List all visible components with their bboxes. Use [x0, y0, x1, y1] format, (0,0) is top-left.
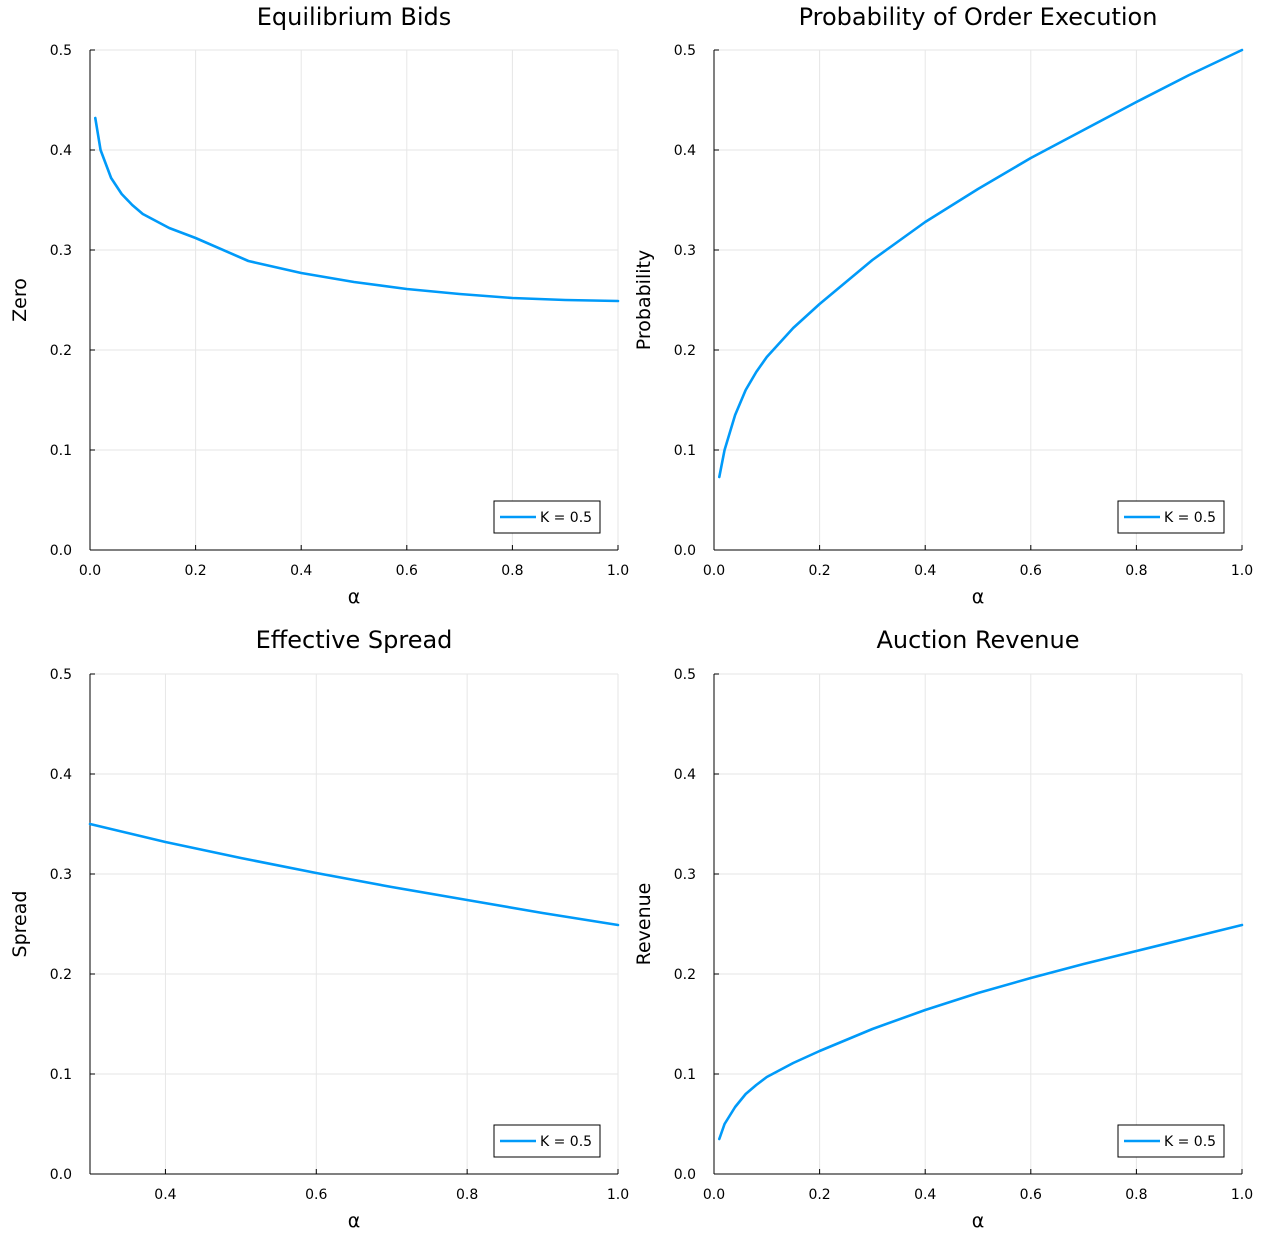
y-tick-label: 0.3 — [674, 867, 696, 883]
x-axis-label: α — [348, 586, 361, 608]
y-tick-label: 0.2 — [50, 967, 72, 983]
y-tick-label: 0.4 — [674, 143, 696, 159]
y-tick-label: 0.3 — [50, 867, 72, 883]
x-tick-label: 0.4 — [154, 1187, 176, 1203]
y-tick-label: 0.2 — [674, 967, 696, 983]
chart-title: Equilibrium Bids — [257, 3, 451, 31]
y-tick-label: 0.1 — [50, 443, 72, 459]
x-tick-label: 0.0 — [703, 1187, 725, 1203]
y-tick-label: 0.4 — [50, 143, 72, 159]
y-tick-label: 0.5 — [50, 43, 72, 59]
legend: K = 0.5 — [1117, 500, 1225, 534]
x-axis-label: α — [972, 1210, 985, 1232]
y-axis-label: Revenue — [633, 883, 655, 966]
x-tick-label: 1.0 — [1231, 1187, 1253, 1203]
legend-label: K = 0.5 — [540, 1134, 592, 1150]
y-tick-label: 0.4 — [50, 767, 72, 783]
y-tick-label: 0.5 — [50, 667, 72, 683]
x-tick-label: 0.2 — [184, 563, 206, 579]
legend: K = 0.5 — [493, 500, 601, 534]
legend: K = 0.5 — [493, 1124, 601, 1158]
panel-probability-of-order-execution: Probability of Order Execution α Probabi… — [633, 3, 1253, 608]
x-tick-label: 1.0 — [607, 1187, 629, 1203]
x-tick-label: 0.8 — [1125, 1187, 1147, 1203]
x-tick-label: 0.6 — [305, 1187, 327, 1203]
x-axis-label: α — [972, 586, 985, 608]
y-tick-label: 0.2 — [50, 343, 72, 359]
y-tick-label: 0.0 — [50, 1167, 72, 1183]
x-tick-label: 0.2 — [808, 563, 830, 579]
series-line — [717, 923, 1244, 1141]
x-tick-label: 0.8 — [456, 1187, 478, 1203]
y-tick-label: 0.1 — [674, 1067, 696, 1083]
x-tick-label: 0.8 — [1125, 563, 1147, 579]
x-tick-label: 0.0 — [79, 563, 101, 579]
x-tick-label: 0.6 — [1020, 1187, 1042, 1203]
y-tick-label: 0.2 — [674, 343, 696, 359]
y-tick-label: 0.3 — [674, 243, 696, 259]
series-line — [717, 48, 1244, 479]
x-tick-label: 1.0 — [1231, 563, 1253, 579]
y-tick-label: 0.1 — [674, 443, 696, 459]
y-tick-label: 0.5 — [674, 43, 696, 59]
series-line — [93, 116, 620, 303]
x-tick-label: 0.2 — [808, 1187, 830, 1203]
x-axis-label: α — [348, 1210, 361, 1232]
y-tick-label: 0.1 — [50, 1067, 72, 1083]
chart-title: Effective Spread — [256, 626, 453, 654]
legend-label: K = 0.5 — [1164, 1134, 1216, 1150]
y-axis-label: Zero — [9, 278, 31, 322]
x-tick-label: 0.8 — [501, 563, 523, 579]
legend-label: K = 0.5 — [540, 510, 592, 526]
y-tick-label: 0.0 — [674, 1167, 696, 1183]
x-tick-label: 0.4 — [914, 1187, 936, 1203]
x-tick-label: 1.0 — [607, 563, 629, 579]
x-tick-label: 0.0 — [703, 563, 725, 579]
x-tick-label: 0.4 — [290, 563, 312, 579]
chart-title: Probability of Order Execution — [799, 3, 1158, 31]
y-tick-label: 0.5 — [674, 667, 696, 683]
chart-title: Auction Revenue — [877, 626, 1080, 654]
y-axis-label: Spread — [9, 891, 31, 958]
y-tick-label: 0.0 — [674, 543, 696, 559]
x-tick-label: 0.6 — [396, 563, 418, 579]
panel-effective-spread: Effective Spread α Spread 0.4 0.6 0.8 1.0 0.… — [9, 626, 629, 1232]
panel-auction-revenue: Auction Revenue α Revenue 0.0 0.2 0.4 0.6 0.… — [633, 626, 1253, 1232]
series-line — [88, 822, 620, 927]
panel-equilibrium-bids: Equilibrium Bids α Zero 0.0 0.2 0.4 0.6 0.8 1… — [9, 3, 629, 608]
x-tick-label: 0.6 — [1020, 563, 1042, 579]
y-tick-label: 0.0 — [50, 543, 72, 559]
y-tick-label: 0.3 — [50, 243, 72, 259]
y-tick-label: 0.4 — [674, 767, 696, 783]
x-tick-label: 0.4 — [914, 563, 936, 579]
y-axis-label: Probability — [633, 250, 655, 350]
legend-label: K = 0.5 — [1164, 510, 1216, 526]
legend: K = 0.5 — [1117, 1124, 1225, 1158]
